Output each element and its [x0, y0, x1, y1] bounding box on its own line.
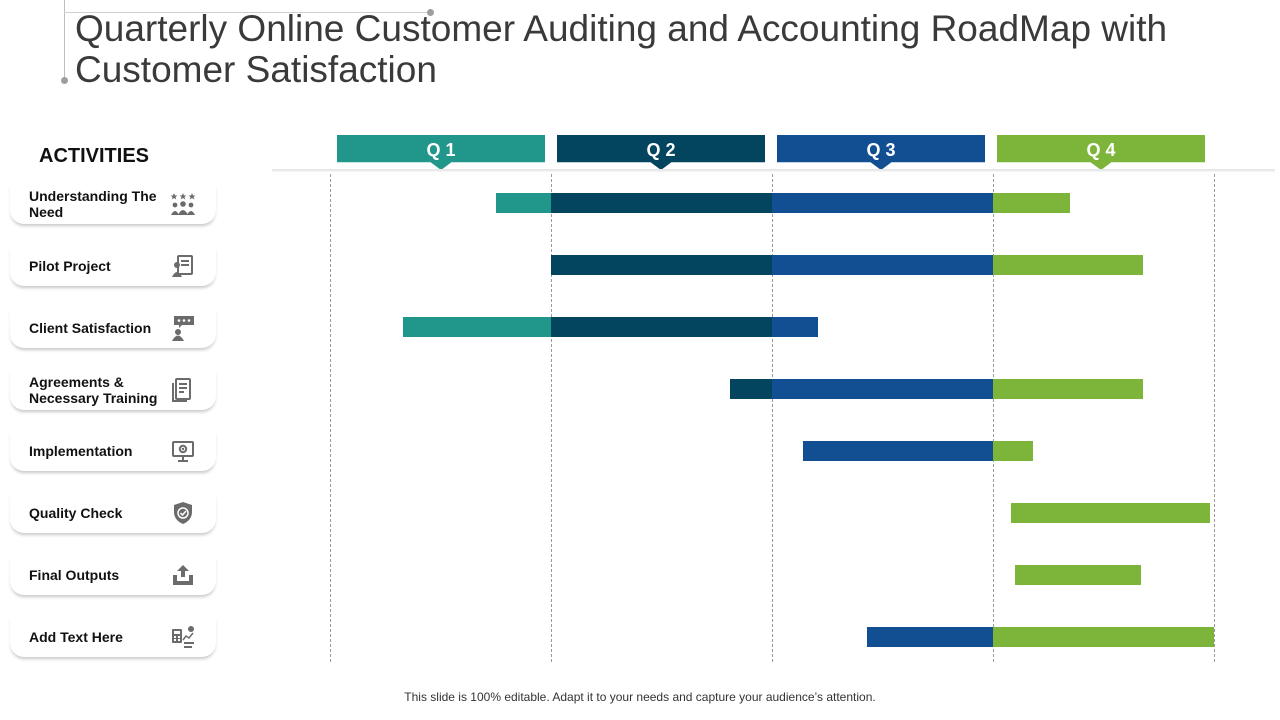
roadmap-bar-segment [772, 379, 993, 399]
roadmap-bar-segment [993, 255, 1144, 275]
roadmap-bar-segment [551, 317, 772, 337]
rating-icon [172, 316, 194, 341]
slide-title: Quarterly Online Customer Auditing and A… [75, 8, 1168, 90]
activity-quality-check: Quality Check [10, 493, 216, 533]
activity-label: Implementation [29, 443, 133, 459]
document-icon [172, 378, 191, 402]
activity-label: Add Text Here [29, 629, 123, 645]
timeline-header-rule [272, 169, 1275, 172]
quarter-label: Q 1 [426, 140, 456, 160]
roadmap-bar-segment [867, 627, 993, 647]
activity-understanding-the-need: Understanding The Need [10, 184, 216, 224]
activity-client-satisfaction: Client Satisfaction [10, 308, 216, 348]
decorative-horizontal-line [64, 12, 430, 13]
roadmap-bar-segment [802, 441, 993, 461]
upload-tray-icon [173, 565, 193, 585]
quarter-label: Q 3 [866, 140, 896, 160]
roadmap-bar-segment [993, 627, 1214, 647]
gridline [330, 174, 331, 662]
activity-agreements-training: Agreements & Necessary Training [10, 370, 216, 410]
activity-label: Understanding The Need [29, 188, 157, 220]
roadmap-bar-segment [1015, 565, 1142, 585]
gridline [993, 174, 994, 662]
quarter-label: Q 4 [1086, 140, 1116, 160]
roadmap-bar-segment [551, 193, 772, 213]
gridline [1214, 174, 1215, 662]
roadmap-bar-segment [772, 317, 819, 337]
activity-label: Pilot Project [29, 258, 111, 274]
calculator-chart-icon [172, 626, 194, 648]
roadmap-bar-segment [772, 255, 993, 275]
activities-heading: ACTIVITIES [39, 145, 150, 167]
activity-label: Client Satisfaction [29, 320, 152, 336]
activity-pilot-project: Pilot Project [10, 246, 216, 286]
decorative-dot [427, 9, 434, 16]
roadmap-bar-segment [772, 193, 993, 213]
roadmap-bar-segment [993, 441, 1033, 461]
roadmap-bar-segment [495, 193, 551, 213]
activity-label: Agreements & Necessary Training [29, 374, 158, 406]
roadmap-bar-segment [1010, 503, 1210, 523]
activity-label: Quality Check [29, 505, 123, 521]
footer-note: This slide is 100% editable. Adapt it to… [404, 690, 876, 704]
roadmap-bar-segment [993, 193, 1071, 213]
roadmap-bar-segment [993, 379, 1144, 399]
activity-label: Final Outputs [29, 567, 120, 583]
shield-check-icon [174, 502, 192, 524]
roadmap-bar-segment [730, 379, 772, 399]
gridline [551, 174, 552, 662]
gridline [772, 174, 773, 662]
activity-implementation: Implementation [10, 431, 216, 471]
team-icon [170, 193, 196, 215]
decorative-vertical-line [64, 0, 65, 80]
activity-add-text-here: Add Text Here [10, 617, 216, 657]
decorative-dot [61, 77, 68, 84]
roadmap-bar-segment [402, 317, 551, 337]
quarter-label: Q 2 [646, 140, 676, 160]
presentation-icon [172, 255, 193, 277]
activity-final-outputs: Final Outputs [10, 555, 216, 595]
roadmap-bar-segment [551, 255, 772, 275]
settings-monitor-icon [172, 441, 194, 462]
